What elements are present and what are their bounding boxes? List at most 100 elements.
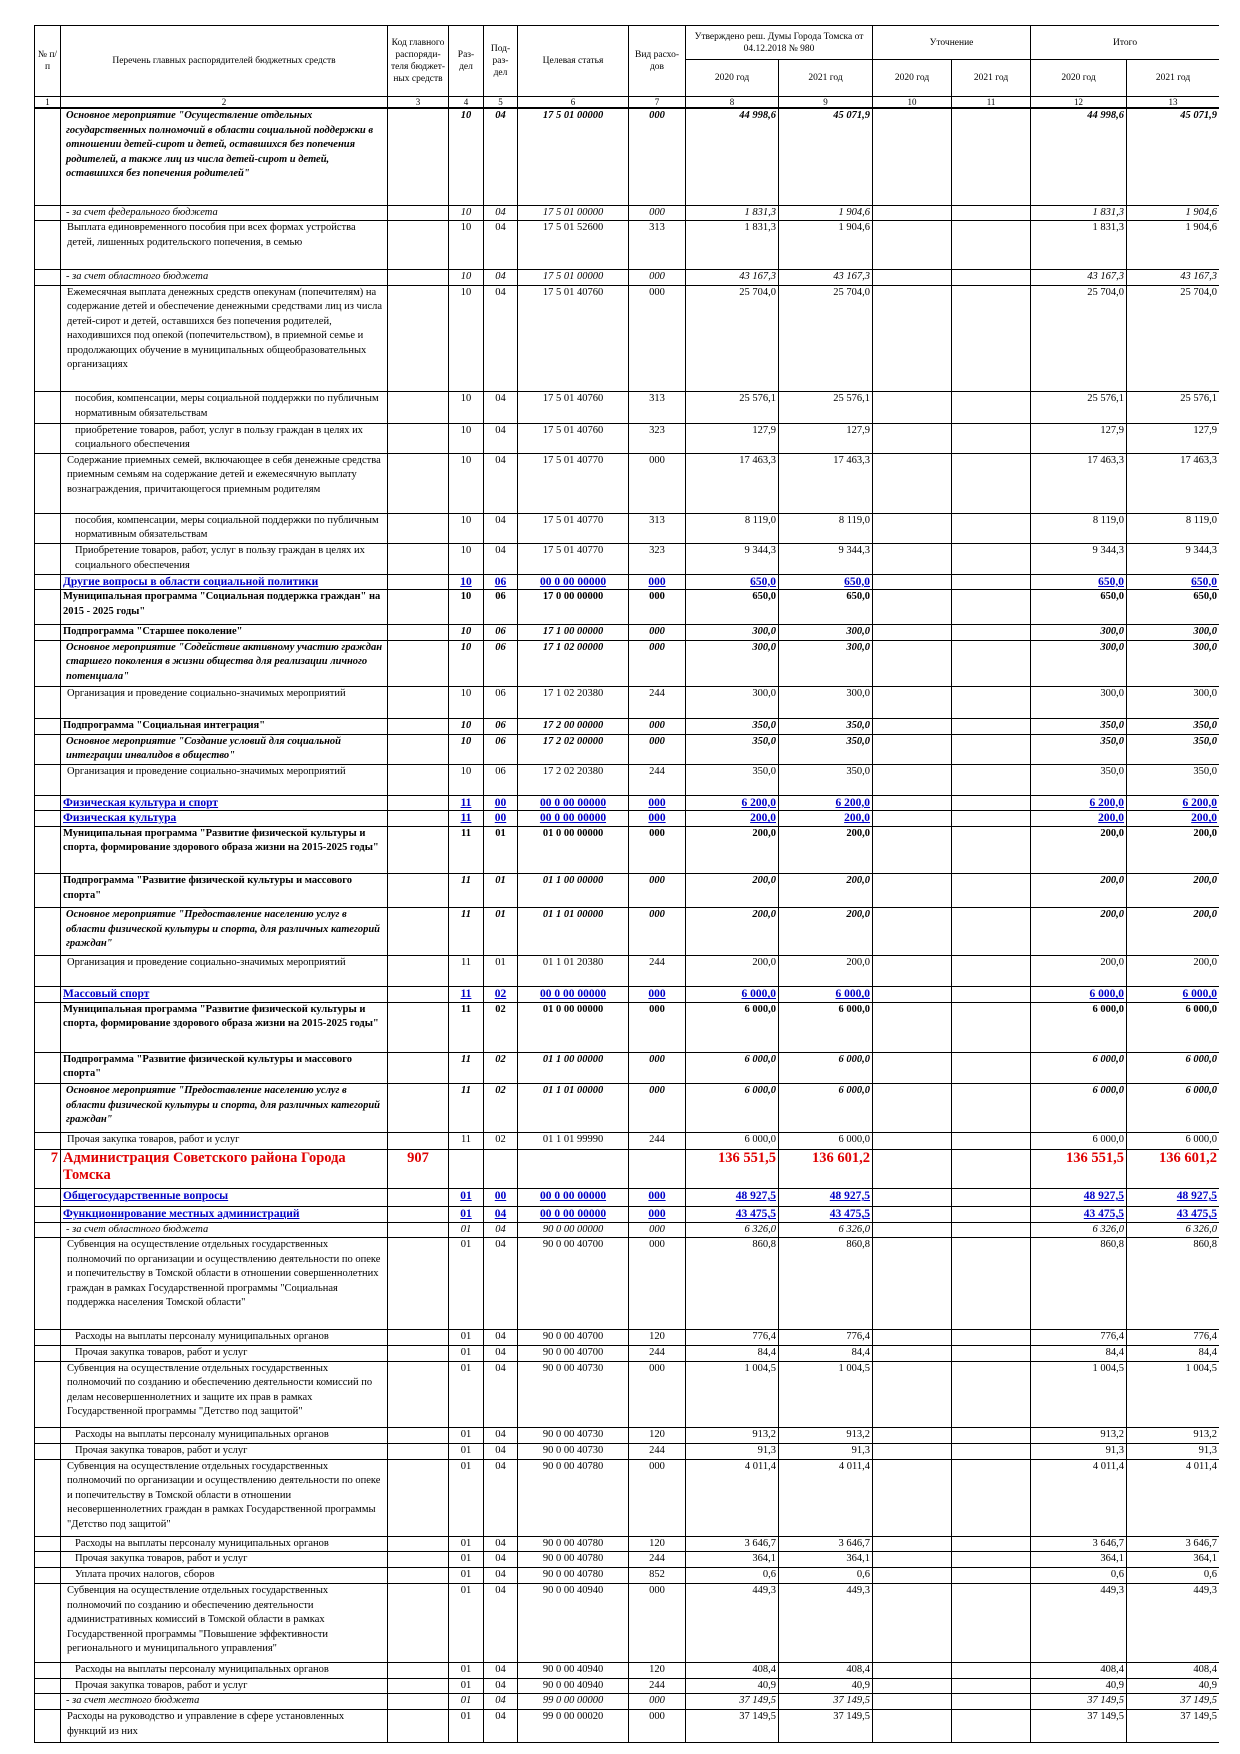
table-row: Прочая закупка товаров, работ и услуг 11 0…: [34, 1131, 1219, 1150]
table-cell: 127,9: [1126, 422, 1219, 454]
table-cell: пособия, компенсации, меры социальной по…: [60, 512, 388, 545]
empty-cell: [387, 422, 449, 454]
table-cell: 90 0 00 40780: [517, 1567, 629, 1585]
table-cell: 43 167,3: [1126, 269, 1219, 286]
table-cell: 200,0: [685, 825, 779, 875]
table-cell: 000: [628, 1083, 686, 1133]
table-cell: 000: [628, 1051, 686, 1085]
empty-cell: [951, 1237, 1032, 1330]
table-cell: 90 0 00 40780: [517, 1458, 629, 1537]
table-row: Общегосударственные вопросы 01 00 00 0 00 0…: [34, 1188, 1219, 1208]
table-cell: Подпрограмма "Развитие физической культу…: [60, 873, 388, 909]
table-cell: 860,8: [777, 1237, 874, 1330]
table-cell: 01 1 01 00000: [517, 907, 629, 956]
table-cell: Расходы на выплаты персоналу муниципальн…: [60, 1427, 388, 1445]
empty-cell: [951, 1443, 1032, 1460]
table-cell: 43 475,5: [685, 1206, 779, 1223]
empty-cell: [34, 589, 61, 626]
table-cell: 776,4: [685, 1328, 779, 1346]
table-cell: 127,9: [777, 422, 874, 454]
table-row: Субвенция на осуществление отдельных гос…: [34, 1458, 1219, 1537]
table-cell: 000: [628, 284, 686, 393]
year-header: 2021 год: [1126, 59, 1219, 97]
column-number: 2: [60, 96, 388, 109]
table-row: Организация и проведение социально-значи…: [34, 764, 1219, 796]
empty-cell: [34, 764, 61, 796]
table-cell: 6 000,0: [1126, 1131, 1219, 1150]
table-row: Прочая закупка товаров, работ и услуг 01 0…: [34, 1551, 1219, 1569]
table-cell: 776,4: [777, 1328, 874, 1346]
table-cell: 127,9: [1030, 422, 1128, 454]
table-cell: 0,6: [685, 1567, 779, 1585]
table-row: Субвенция на осуществление отдельных гос…: [34, 1583, 1219, 1664]
empty-cell: [387, 825, 449, 875]
empty-cell: [951, 1662, 1032, 1679]
table-cell: 04: [483, 269, 518, 286]
table-cell: 00: [483, 810, 518, 827]
column-number: 4: [448, 96, 484, 109]
table-cell: 00 0 00 00000: [517, 810, 629, 827]
table-cell: 17 2 02 00000: [517, 733, 629, 766]
empty-cell: [951, 284, 1032, 393]
empty-cell: [872, 624, 953, 641]
table-cell: 90 0 00 40730: [517, 1427, 629, 1445]
empty-cell: [951, 794, 1032, 812]
table-cell: 02: [483, 1001, 518, 1053]
table-cell: 01: [448, 1237, 484, 1330]
empty-cell: [951, 573, 1032, 591]
column-number: 11: [951, 96, 1032, 109]
table-row: Основное мероприятие "Предоставление нас…: [34, 907, 1219, 956]
table-cell: 04: [483, 1583, 518, 1664]
table-cell: 17 2 02 20380: [517, 764, 629, 796]
empty-cell: [872, 907, 953, 956]
table-cell: 300,0: [1126, 686, 1219, 719]
table-row: Основное мероприятие "Предоставление нас…: [34, 1083, 1219, 1133]
table-cell: 04: [483, 1551, 518, 1569]
table-row: Муниципальная программа "Развитие физиче…: [34, 825, 1219, 875]
table-row: Массовый спорт 11 02 00 0 00 00000 000 6 000,…: [34, 986, 1219, 1003]
table-cell: 6 200,0: [1126, 794, 1219, 812]
table-cell: 350,0: [685, 733, 779, 766]
table-cell: Основное мероприятие "Создание условий д…: [60, 733, 388, 766]
table-cell: 84,4: [685, 1344, 779, 1362]
table-cell: 200,0: [1126, 810, 1219, 827]
table-cell: 06: [483, 639, 518, 688]
table-cell: 000: [628, 873, 686, 909]
table-row: Расходы на руководство и управление в сф…: [34, 1709, 1219, 1744]
table-cell: 43 475,5: [1126, 1206, 1219, 1223]
empty-cell: [872, 269, 953, 286]
table-cell: 45 071,9: [1126, 107, 1219, 206]
table-cell: 01: [448, 1662, 484, 1679]
table-cell: 37 149,5: [1030, 1709, 1128, 1744]
table-cell: 04: [483, 422, 518, 454]
empty-cell: [34, 639, 61, 688]
year-header: 2021 год: [951, 59, 1032, 97]
table-row: - за счет местного бюджета 01 04 99 0 00 00…: [34, 1693, 1219, 1711]
empty-cell: [951, 1360, 1032, 1429]
table-cell: 11: [448, 873, 484, 909]
table-cell: 244: [628, 1551, 686, 1569]
table-cell: 01 1 01 00000: [517, 1083, 629, 1133]
empty-cell: [34, 1427, 61, 1445]
empty-cell: [951, 1131, 1032, 1150]
table-cell: 776,4: [1126, 1328, 1219, 1346]
table-cell: 01: [483, 907, 518, 956]
table-cell: 244: [628, 764, 686, 796]
table-cell: 650,0: [1030, 573, 1128, 591]
table-cell: 200,0: [1126, 907, 1219, 956]
table-cell: 1 904,6: [777, 204, 874, 222]
table-cell: 4 011,4: [1030, 1458, 1128, 1537]
table-cell: 11: [448, 794, 484, 812]
table-cell: 000: [628, 204, 686, 222]
table-cell: 01 0 00 00000: [517, 1001, 629, 1053]
table-cell: 408,4: [1126, 1662, 1219, 1679]
table-cell: 04: [483, 1662, 518, 1679]
table-cell: 04: [483, 220, 518, 271]
table-cell: 9 344,3: [1126, 543, 1219, 575]
table-cell: 6 000,0: [685, 1001, 779, 1053]
empty-cell: [387, 220, 449, 271]
table-cell: 6 000,0: [1030, 986, 1128, 1003]
table-cell: 06: [483, 589, 518, 626]
table-cell: 244: [628, 686, 686, 719]
empty-cell: [387, 543, 449, 575]
